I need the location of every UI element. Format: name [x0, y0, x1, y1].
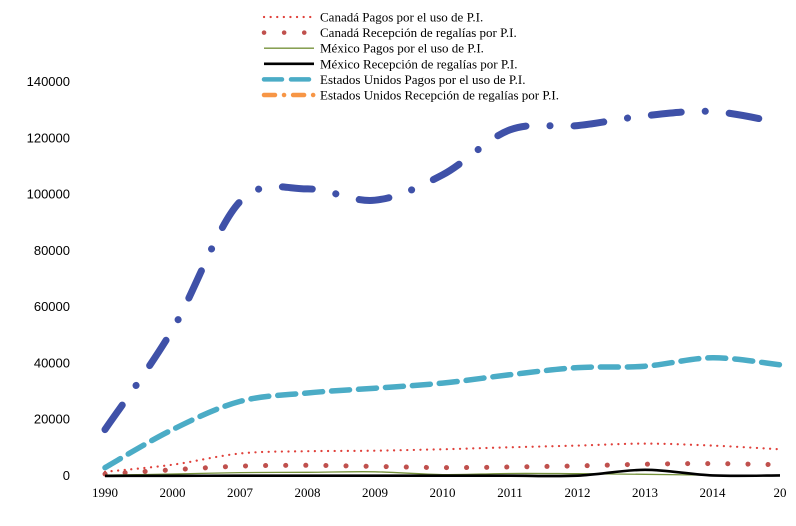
- x-tick-label: 1990: [92, 485, 118, 500]
- legend-label-1: Canadá Pagos por el uso de P.I.: [320, 10, 483, 25]
- legend-label-6: Estados Unidos Recepción de regalías por…: [320, 88, 559, 103]
- y-tick-label: 40000: [34, 355, 70, 370]
- x-tick-label: 2010: [430, 485, 456, 500]
- legend-label-5: Estados Unidos Pagos por el uso de P.I.: [320, 72, 525, 87]
- x-tick-label: 2008: [295, 485, 321, 500]
- series-line-5: [102, 355, 783, 471]
- y-tick-label: 140000: [27, 74, 70, 89]
- x-tick-label: 2000: [160, 485, 186, 500]
- legend-label-4: México Recepción de regalías por P.I.: [320, 56, 517, 71]
- y-tick-label: 0: [63, 468, 70, 483]
- y-tick-label: 100000: [27, 187, 70, 202]
- legend-label-2: Canadá Recepción de regalías por P.I.: [320, 25, 517, 40]
- y-tick-label: 120000: [27, 130, 70, 145]
- x-tick-label: 2011: [497, 485, 523, 500]
- series-line-1: [103, 442, 782, 473]
- x-tick-label: 2013: [632, 485, 658, 500]
- plot-area: [101, 107, 784, 478]
- y-tick-label: 20000: [34, 412, 70, 427]
- legend-label-3: México Pagos por el uso de P.I.: [320, 41, 484, 56]
- legend: Canadá Pagos por el uso de P.I.Canadá Re…: [261, 10, 559, 103]
- y-tick-label: 80000: [34, 243, 70, 258]
- x-tick-label: 2007: [227, 485, 254, 500]
- series-line-7: [101, 107, 784, 434]
- y-axis: 0 20000 40000 60000 80000 100000 120000 140000: [27, 74, 70, 483]
- x-tick-label: 20: [774, 485, 787, 500]
- x-tick-label: 2012: [565, 485, 591, 500]
- x-tick-label: 2009: [362, 485, 388, 500]
- x-axis: 1990 2000 2007 2008 2009 2010 2011 2012 2013 2014…: [92, 485, 787, 500]
- x-tick-label: 2014: [700, 485, 727, 500]
- series-line-4: [104, 468, 781, 478]
- y-tick-label: 60000: [34, 299, 70, 314]
